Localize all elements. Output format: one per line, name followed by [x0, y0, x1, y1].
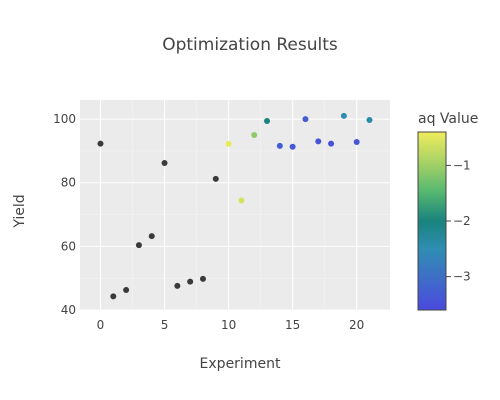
y-tick-label: 60: [61, 239, 76, 253]
colorbar-ticks: −1 −2 −3: [446, 158, 471, 284]
data-point[interactable]: [161, 160, 168, 166]
y-tick-label: 40: [61, 303, 76, 317]
x-tick-label: 20: [349, 318, 364, 332]
data-point[interactable]: [328, 140, 335, 147]
x-axis-title: Experiment: [200, 356, 281, 372]
data-point[interactable]: [97, 140, 104, 147]
data-point[interactable]: [110, 293, 117, 300]
data-point[interactable]: [302, 116, 309, 123]
x-tick-label: 5: [161, 318, 169, 332]
plot-area: [80, 100, 390, 310]
x-tick-label: 15: [285, 318, 300, 332]
colorbar-title: aq Value: [418, 111, 478, 127]
data-point[interactable]: [251, 132, 258, 138]
data-point[interactable]: [212, 175, 219, 182]
data-point[interactable]: [340, 112, 347, 119]
colorbar-tick-label: −3: [453, 270, 471, 284]
grid-lines: [80, 100, 390, 311]
data-point[interactable]: [238, 197, 245, 204]
colorbar: [417, 131, 447, 311]
data-point[interactable]: [289, 143, 296, 150]
data-point[interactable]: [187, 278, 194, 285]
colorbar-tick-label: −1: [453, 158, 471, 172]
chart-title: Optimization Results: [162, 35, 338, 55]
data-point[interactable]: [123, 286, 130, 293]
data-point[interactable]: [366, 117, 373, 124]
data-point[interactable]: [353, 139, 360, 145]
data-point[interactable]: [174, 282, 181, 289]
y-tick-label: 100: [53, 112, 76, 126]
data-point[interactable]: [225, 140, 232, 147]
y-axis-title: Yield: [12, 194, 28, 228]
axis-ticks: 0 5 10 15 20 40 60 80 100: [53, 112, 364, 332]
data-point[interactable]: [148, 233, 155, 240]
data-point[interactable]: [276, 142, 283, 149]
x-tick-label: 0: [97, 318, 105, 332]
y-tick-label: 80: [61, 176, 76, 190]
data-point[interactable]: [315, 138, 322, 145]
data-point[interactable]: [199, 275, 206, 282]
data-points: [97, 112, 373, 300]
colorbar-tick-label: −2: [453, 214, 471, 228]
x-tick-label: 10: [221, 318, 236, 332]
data-point[interactable]: [264, 118, 271, 124]
data-point[interactable]: [135, 242, 142, 249]
